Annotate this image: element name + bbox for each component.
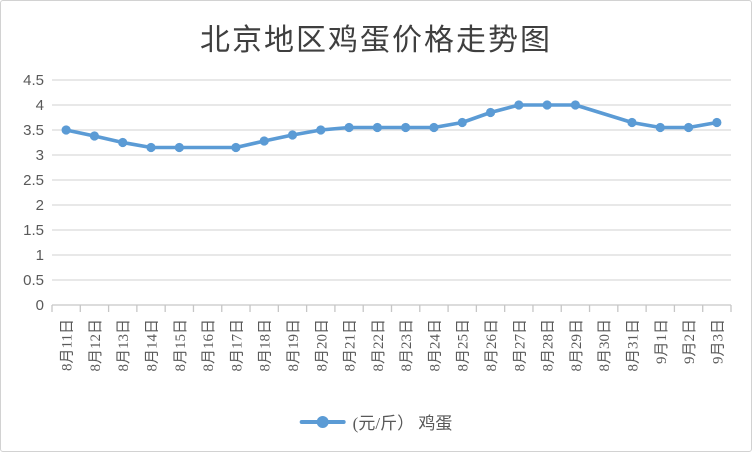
- x-tick-label: 8月30日: [597, 319, 613, 372]
- data-point: [542, 100, 552, 110]
- x-tick-label: 9月2日: [682, 319, 698, 364]
- series-line: [64, 103, 719, 150]
- y-tick-label: 0: [36, 297, 44, 314]
- data-point: [118, 137, 128, 148]
- data-point: [146, 142, 156, 153]
- x-tick-label: 8月21日: [343, 319, 359, 372]
- data-point: [231, 142, 241, 153]
- legend: (元/斤） 鸡蛋: [299, 409, 453, 434]
- x-tick-label: 8月27日: [512, 319, 528, 372]
- x-tick-label: 8月31日: [625, 319, 641, 372]
- data-point: [89, 131, 100, 141]
- y-tick-label: 2.5: [23, 172, 44, 189]
- data-point: [683, 122, 694, 133]
- data-point: [429, 122, 439, 133]
- x-tick-label: 8月16日: [201, 319, 217, 372]
- data-point: [570, 100, 580, 110]
- data-point: [485, 107, 496, 118]
- x-tick-label: 8月13日: [116, 319, 132, 372]
- x-tick-label: 9月1日: [654, 319, 670, 364]
- y-tick-label: 4: [36, 97, 44, 114]
- y-tick-label: 0.5: [23, 272, 44, 289]
- data-point: [627, 117, 637, 128]
- y-tick-label: 3.5: [23, 122, 44, 139]
- x-tick-label: 8月19日: [286, 319, 302, 372]
- legend-label: (元/斤） 鸡蛋: [352, 414, 453, 433]
- data-point: [259, 136, 269, 146]
- x-tick-label: 8月23日: [399, 319, 415, 372]
- x-tick-label: 8月14日: [145, 319, 161, 372]
- data-point: [372, 122, 382, 133]
- legend-dot-icon: [316, 415, 329, 428]
- x-tick-label: 8月22日: [371, 319, 387, 372]
- data-point: [316, 125, 326, 135]
- x-tick-label: 8月25日: [456, 319, 472, 372]
- y-tick-label: 3: [36, 147, 44, 164]
- data-point: [287, 130, 298, 140]
- x-tick-label: 8月17日: [229, 319, 245, 372]
- data-point: [401, 122, 411, 133]
- x-tick-label: 8月29日: [569, 319, 585, 372]
- y-tick-label: 1.5: [23, 222, 44, 239]
- x-tick-label: 8月15日: [173, 319, 189, 372]
- x-tick-label: 8月24日: [427, 319, 443, 372]
- data-point: [174, 142, 184, 153]
- x-tick-label: 8月11日: [60, 319, 76, 371]
- data-point: [61, 125, 71, 135]
- x-tick-label: 8月20日: [314, 319, 330, 372]
- x-tick-label: 8月18日: [258, 319, 274, 372]
- y-tick-label: 2: [36, 197, 44, 214]
- x-tick-label: 9月3日: [710, 319, 726, 364]
- data-point: [712, 117, 722, 128]
- legend-line-marker-icon: [299, 415, 346, 428]
- x-tick-label: 8月12日: [88, 319, 104, 372]
- y-tick-label: 4.5: [23, 72, 44, 89]
- y-tick-label: 1: [36, 247, 44, 264]
- data-point: [344, 122, 354, 133]
- data-point: [457, 117, 467, 128]
- data-point: [655, 122, 665, 133]
- data-point: [514, 100, 524, 110]
- x-tick-label: 8月28日: [541, 319, 557, 372]
- chart-title: 北京地区鸡蛋价格走势图: [200, 24, 552, 57]
- x-tick-label: 8月26日: [484, 319, 500, 372]
